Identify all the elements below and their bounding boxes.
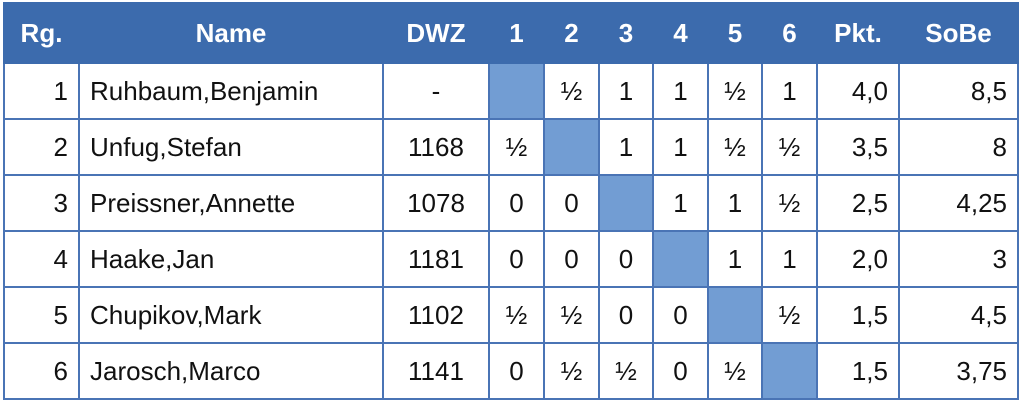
header-row: Rg. Name DWZ 1 2 3 4 5 6 Pkt. SoBe [3,2,1019,64]
cell: Preissner,Annette [78,174,384,232]
cell: ½ [761,286,818,344]
cell: 1 [761,62,818,120]
cell: Jarosch,Marco [78,342,384,400]
cell: 1 [598,118,654,176]
cell: 6 [3,342,80,400]
cell: 3 [898,230,1019,288]
cell: 1 [652,62,709,120]
cell: Chupikov,Mark [78,286,384,344]
diagonal-cell [652,230,709,288]
cell: ½ [598,342,654,400]
diagonal-cell [488,62,545,120]
column-header: 1 [488,2,545,64]
cell: 1 [652,174,709,232]
cell: Ruhbaum,Benjamin [78,62,384,120]
column-header: Rg. [3,2,80,64]
cell: 4,0 [816,62,900,120]
diagonal-cell [598,174,654,232]
cell: 4 [3,230,80,288]
cell: 0 [598,286,654,344]
cell: 4,25 [898,174,1019,232]
cell: 1,5 [816,286,900,344]
cell: ½ [543,286,600,344]
cell: 1168 [382,118,490,176]
player-row: 5 Chupikov,Mark 1102 ½ ½ 0 0 ½ 1,5 4,5 [3,286,1019,344]
column-header: DWZ [382,2,490,64]
cell: 8 [898,118,1019,176]
table-header: Rg. Name DWZ 1 2 3 4 5 6 Pkt. SoBe [3,2,1019,64]
cell: ½ [488,118,545,176]
column-header: 4 [652,2,709,64]
cell: 0 [598,230,654,288]
cell: 1,5 [816,342,900,400]
cell: 1 [707,174,763,232]
column-header: 2 [543,2,600,64]
cell: 1181 [382,230,490,288]
cell: Unfug,Stefan [78,118,384,176]
crosstable: Rg. Name DWZ 1 2 3 4 5 6 Pkt. SoBe 1 Ruhbaum,Benjam… [3,2,1019,400]
cell: 0 [488,230,545,288]
cell: ½ [761,174,818,232]
cell: 5 [3,286,80,344]
column-header: 5 [707,2,763,64]
diagonal-cell [543,118,600,176]
cell: 1078 [382,174,490,232]
cell: 1 [598,62,654,120]
cell: - [382,62,490,120]
cell: 3,5 [816,118,900,176]
cell: 2 [3,118,80,176]
cell: 4,5 [898,286,1019,344]
player-row: 4 Haake,Jan 1181 0 0 0 1 1 2,0 3 [3,230,1019,288]
column-header: SoBe [898,2,1019,64]
cell: 1 [761,230,818,288]
cell: ½ [707,342,763,400]
player-row: 3 Preissner,Annette 1078 0 0 1 1 ½ 2,5 4,25 [3,174,1019,232]
cell: ½ [543,62,600,120]
cell: 1 [707,230,763,288]
cell: 0 [652,342,709,400]
cell: 1141 [382,342,490,400]
cell: 8,5 [898,62,1019,120]
cell: ½ [543,342,600,400]
cell: 2,5 [816,174,900,232]
cell: 1 [652,118,709,176]
cell: 0 [543,174,600,232]
player-row: 2 Unfug,Stefan 1168 ½ 1 1 ½ ½ 3,5 8 [3,118,1019,176]
player-row: 1 Ruhbaum,Benjamin - ½ 1 1 ½ 1 4,0 8,5 [3,62,1019,120]
column-header: Name [78,2,384,64]
cell: 2,0 [816,230,900,288]
column-header: Pkt. [816,2,900,64]
cell: 1102 [382,286,490,344]
cell: 1 [3,62,80,120]
column-header: 6 [761,2,818,64]
cell: 0 [488,174,545,232]
column-header: 3 [598,2,654,64]
diagonal-cell [707,286,763,344]
player-row: 6 Jarosch,Marco 1141 0 ½ ½ 0 ½ 1,5 3,75 [3,342,1019,400]
cell: 0 [652,286,709,344]
cell: ½ [707,62,763,120]
cell: 3,75 [898,342,1019,400]
cell: ½ [488,286,545,344]
cell: 0 [488,342,545,400]
cell: Haake,Jan [78,230,384,288]
cell: 0 [543,230,600,288]
cell: 3 [3,174,80,232]
table-body: 1 Ruhbaum,Benjamin - ½ 1 1 ½ 1 4,0 8,5 2 Unfug,Stef… [3,62,1019,400]
diagonal-cell [761,342,818,400]
cell: ½ [761,118,818,176]
cell: ½ [707,118,763,176]
